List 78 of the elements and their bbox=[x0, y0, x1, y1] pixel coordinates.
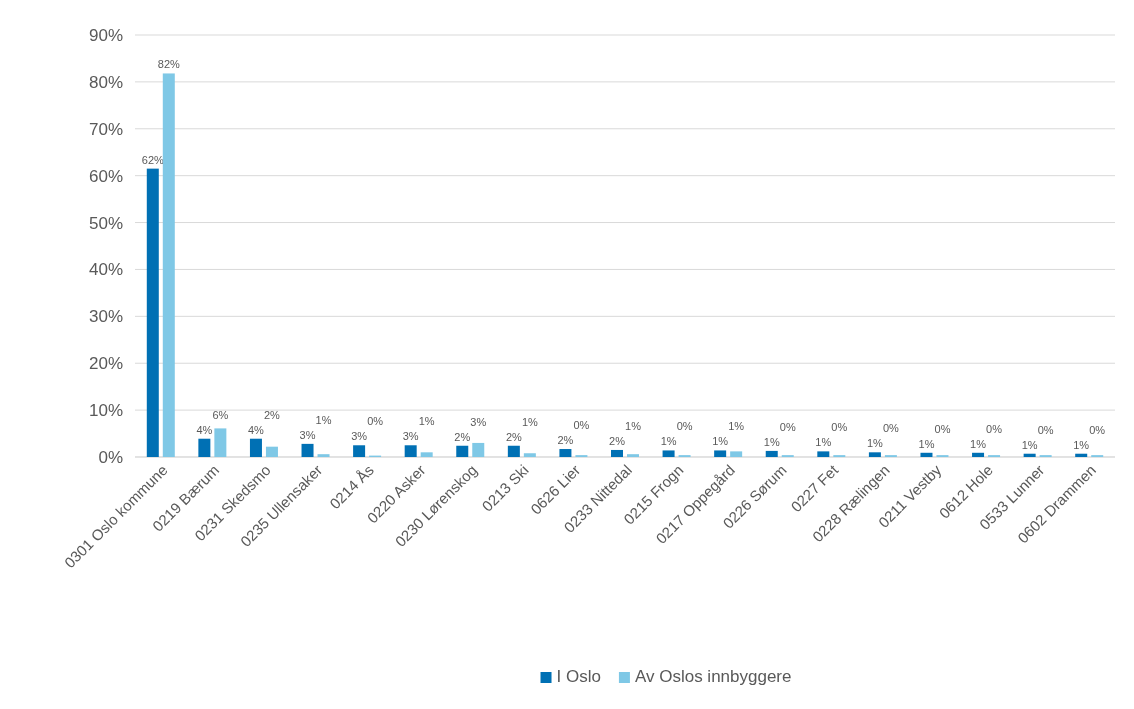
data-label: 3% bbox=[299, 428, 316, 441]
data-label: 2% bbox=[505, 430, 523, 443]
bar bbox=[249, 438, 262, 457]
bar bbox=[456, 445, 469, 457]
data-label: 2% bbox=[263, 408, 281, 421]
data-label: 1% bbox=[660, 435, 677, 448]
legend-label: I Oslo bbox=[556, 667, 601, 686]
data-label: 1% bbox=[315, 413, 332, 426]
y-tick-label: 90% bbox=[88, 25, 123, 45]
data-label: 1% bbox=[1021, 438, 1038, 451]
bar bbox=[198, 438, 211, 457]
bar bbox=[714, 450, 727, 457]
data-label: 0% bbox=[367, 415, 384, 428]
bar bbox=[765, 450, 778, 457]
data-label: 0% bbox=[934, 422, 951, 435]
bar bbox=[1075, 453, 1088, 457]
data-label: 0% bbox=[573, 419, 590, 432]
y-tick-label: 20% bbox=[88, 354, 123, 374]
data-label: 6% bbox=[212, 408, 229, 421]
y-tick-label: 10% bbox=[88, 401, 123, 421]
data-label: 0% bbox=[986, 422, 1003, 435]
bar bbox=[559, 449, 572, 457]
bar bbox=[817, 451, 830, 457]
data-label: 82% bbox=[157, 58, 181, 71]
legend-label: Av Oslos innbyggere bbox=[634, 667, 792, 686]
data-label: 0% bbox=[676, 420, 693, 433]
data-label: 1% bbox=[866, 437, 884, 450]
y-tick-label: 40% bbox=[88, 260, 123, 280]
bar bbox=[972, 452, 985, 457]
y-tick-label: 80% bbox=[88, 72, 123, 92]
bar bbox=[507, 445, 520, 457]
bar bbox=[627, 454, 639, 457]
data-label: 3% bbox=[470, 415, 487, 428]
data-label: 1% bbox=[418, 415, 435, 428]
data-label: 62% bbox=[141, 153, 165, 166]
data-label: 1% bbox=[521, 415, 539, 428]
bar bbox=[611, 449, 623, 457]
y-tick-label: 70% bbox=[88, 119, 123, 139]
bar bbox=[1023, 453, 1036, 457]
bar bbox=[523, 453, 536, 457]
data-label: 0% bbox=[882, 422, 900, 435]
data-label: 1% bbox=[728, 420, 745, 433]
data-label: 1% bbox=[815, 436, 832, 449]
bar bbox=[265, 446, 278, 457]
data-label: 4% bbox=[247, 423, 265, 436]
data-label: 1% bbox=[1073, 438, 1090, 451]
bar bbox=[420, 452, 433, 457]
data-label: 1% bbox=[763, 435, 780, 448]
y-tick-label: 50% bbox=[88, 213, 123, 233]
data-label: 1% bbox=[970, 437, 987, 450]
bar bbox=[353, 445, 366, 457]
bar bbox=[868, 452, 881, 457]
bar bbox=[730, 451, 743, 457]
y-tick-label: 0% bbox=[98, 447, 123, 467]
data-label: 3% bbox=[351, 430, 368, 443]
bar bbox=[472, 442, 485, 457]
bar bbox=[920, 452, 933, 457]
bar bbox=[162, 73, 175, 457]
data-label: 1% bbox=[918, 437, 935, 450]
data-label: 3% bbox=[402, 430, 419, 443]
bar bbox=[146, 168, 159, 457]
bar bbox=[317, 454, 330, 457]
data-label: 2% bbox=[557, 434, 574, 447]
data-label: 4% bbox=[196, 423, 213, 436]
bar bbox=[301, 443, 314, 457]
bar bbox=[404, 445, 417, 457]
data-label: 0% bbox=[831, 421, 848, 434]
data-label: 0% bbox=[779, 420, 796, 433]
bar bbox=[214, 428, 227, 457]
data-label: 2% bbox=[454, 430, 471, 443]
bar bbox=[662, 450, 675, 457]
data-label: 0% bbox=[1089, 423, 1106, 436]
data-label: 1% bbox=[712, 435, 729, 448]
data-label: 1% bbox=[625, 419, 642, 432]
y-tick-label: 60% bbox=[88, 166, 123, 186]
y-tick-label: 30% bbox=[88, 307, 123, 327]
data-label: 0% bbox=[1037, 423, 1054, 436]
data-label: 2% bbox=[609, 434, 626, 447]
